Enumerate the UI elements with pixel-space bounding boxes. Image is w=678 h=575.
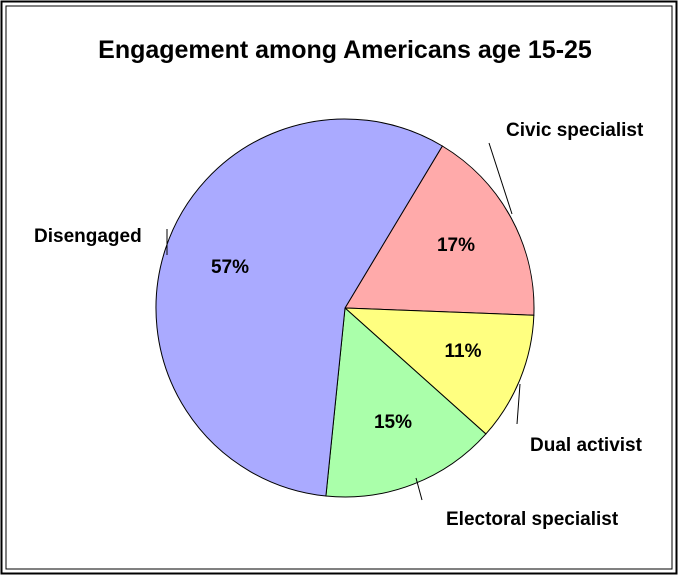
category-label-disengaged: Disengaged	[34, 226, 142, 247]
value-labels: 17% 11% 15% 57%	[211, 235, 482, 433]
leader-line-electoral-specialist	[415, 477, 423, 501]
pie-slice-disengaged	[155, 118, 444, 497]
pie-slices	[155, 118, 535, 498]
pie-slice-dual-activist	[343, 307, 535, 435]
value-label-civic-specialist: 17%	[437, 235, 475, 256]
value-label-dual-activist: 11%	[445, 341, 482, 362]
leader-lines	[166, 142, 521, 501]
category-label-civic-specialist: Civic specialist	[506, 120, 644, 141]
leader-line-dual-activist	[516, 383, 521, 425]
value-label-disengaged: 57%	[211, 257, 249, 278]
category-labels: Civic specialist Dual activist Electoral s…	[34, 120, 644, 530]
leader-line-civic-specialist	[488, 142, 513, 215]
pie-slice-electoral-specialist	[325, 306, 487, 498]
pie-slice-civic-specialist	[344, 145, 535, 316]
value-label-electoral-specialist: 15%	[374, 412, 412, 433]
inner-border	[5, 5, 673, 570]
chart-title: Engagement among Americans age 15-25	[98, 36, 592, 64]
category-label-electoral-specialist: Electoral specialist	[446, 509, 619, 530]
category-label-dual-activist: Dual activist	[530, 435, 643, 456]
